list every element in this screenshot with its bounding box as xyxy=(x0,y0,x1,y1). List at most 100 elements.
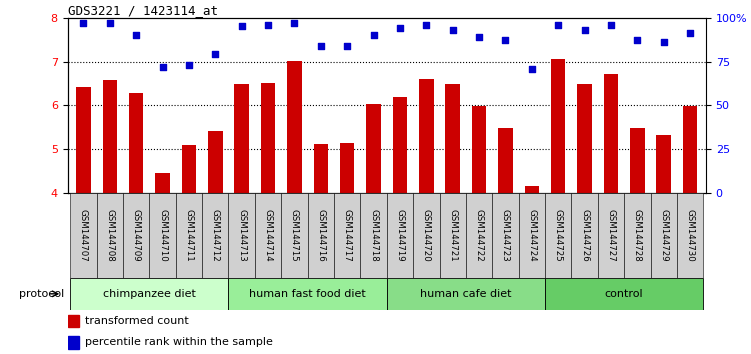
Text: GSM144712: GSM144712 xyxy=(211,209,220,262)
Text: GSM144714: GSM144714 xyxy=(264,209,273,262)
Bar xyxy=(71,193,97,278)
Bar xyxy=(71,278,228,310)
Bar xyxy=(255,193,282,278)
Bar xyxy=(308,193,334,278)
Point xyxy=(394,25,406,31)
Text: human cafe diet: human cafe diet xyxy=(420,289,511,299)
Bar xyxy=(572,193,598,278)
Text: GSM144718: GSM144718 xyxy=(369,209,378,262)
Point xyxy=(499,38,511,43)
Point xyxy=(262,22,274,28)
Text: GSM144708: GSM144708 xyxy=(105,209,114,262)
Point xyxy=(447,27,459,33)
Text: GSM144723: GSM144723 xyxy=(501,209,510,262)
Point xyxy=(578,27,590,33)
Bar xyxy=(498,128,513,193)
Text: GSM144711: GSM144711 xyxy=(185,209,194,262)
Bar xyxy=(624,193,650,278)
Bar xyxy=(492,193,519,278)
Bar xyxy=(419,79,433,193)
Point xyxy=(288,20,300,26)
Text: GSM144725: GSM144725 xyxy=(553,209,562,262)
Bar xyxy=(387,193,413,278)
Point xyxy=(684,31,696,36)
Bar xyxy=(261,82,276,193)
Bar xyxy=(439,193,466,278)
Text: GSM144729: GSM144729 xyxy=(659,209,668,262)
Bar xyxy=(282,193,308,278)
Text: GSM144709: GSM144709 xyxy=(131,209,140,262)
Bar xyxy=(545,278,703,310)
Text: control: control xyxy=(605,289,644,299)
Text: GDS3221 / 1423114_at: GDS3221 / 1423114_at xyxy=(68,4,218,17)
Text: GSM144726: GSM144726 xyxy=(580,209,589,262)
Text: protocol: protocol xyxy=(19,289,64,299)
Text: GSM144715: GSM144715 xyxy=(290,209,299,262)
Bar xyxy=(545,193,572,278)
Text: GSM144728: GSM144728 xyxy=(633,209,642,262)
Text: GSM144707: GSM144707 xyxy=(79,209,88,262)
Bar xyxy=(630,128,644,193)
Point xyxy=(658,39,670,45)
Point xyxy=(473,34,485,40)
Point xyxy=(315,43,327,48)
Bar xyxy=(334,193,360,278)
Text: GSM144719: GSM144719 xyxy=(396,209,405,262)
Point xyxy=(632,38,644,43)
Point xyxy=(526,66,538,72)
Bar xyxy=(604,74,618,193)
Bar xyxy=(129,93,143,193)
Bar xyxy=(340,143,354,193)
Text: GSM144713: GSM144713 xyxy=(237,209,246,262)
Text: GSM144710: GSM144710 xyxy=(158,209,167,262)
Bar xyxy=(598,193,624,278)
Bar xyxy=(176,193,202,278)
Bar xyxy=(445,84,460,193)
Text: transformed count: transformed count xyxy=(86,316,189,326)
Text: chimpanzee diet: chimpanzee diet xyxy=(103,289,196,299)
Bar xyxy=(182,145,196,193)
Point xyxy=(77,20,89,26)
Bar xyxy=(656,135,671,193)
Bar xyxy=(683,106,698,193)
Point xyxy=(421,22,433,28)
Bar xyxy=(208,131,222,193)
Point xyxy=(210,52,222,57)
Bar xyxy=(366,104,381,193)
Text: GSM144716: GSM144716 xyxy=(316,209,325,262)
Text: GSM144720: GSM144720 xyxy=(422,209,431,262)
Bar xyxy=(68,315,79,327)
Bar xyxy=(123,193,149,278)
Bar xyxy=(650,193,677,278)
Bar xyxy=(677,193,703,278)
Text: percentile rank within the sample: percentile rank within the sample xyxy=(86,337,273,348)
Point xyxy=(552,22,564,28)
Point xyxy=(605,22,617,28)
Point xyxy=(236,24,248,29)
Bar xyxy=(472,106,487,193)
Bar xyxy=(551,59,566,193)
Point xyxy=(156,64,168,70)
Bar xyxy=(149,193,176,278)
Point xyxy=(104,20,116,26)
Bar xyxy=(234,84,249,193)
Text: GSM144721: GSM144721 xyxy=(448,209,457,262)
Text: GSM144722: GSM144722 xyxy=(475,209,484,262)
Bar xyxy=(228,193,255,278)
Bar xyxy=(76,87,91,193)
Text: GSM144730: GSM144730 xyxy=(686,209,695,262)
Bar xyxy=(525,186,539,193)
Bar xyxy=(578,84,592,193)
Bar xyxy=(68,336,79,349)
Bar xyxy=(360,193,387,278)
Point xyxy=(367,33,379,38)
Bar xyxy=(466,193,492,278)
Bar xyxy=(393,97,407,193)
Bar xyxy=(97,193,123,278)
Text: human fast food diet: human fast food diet xyxy=(249,289,366,299)
Bar xyxy=(228,278,387,310)
Bar xyxy=(103,80,117,193)
Text: GSM144727: GSM144727 xyxy=(607,209,616,262)
Bar xyxy=(314,144,328,193)
Point xyxy=(183,62,195,68)
